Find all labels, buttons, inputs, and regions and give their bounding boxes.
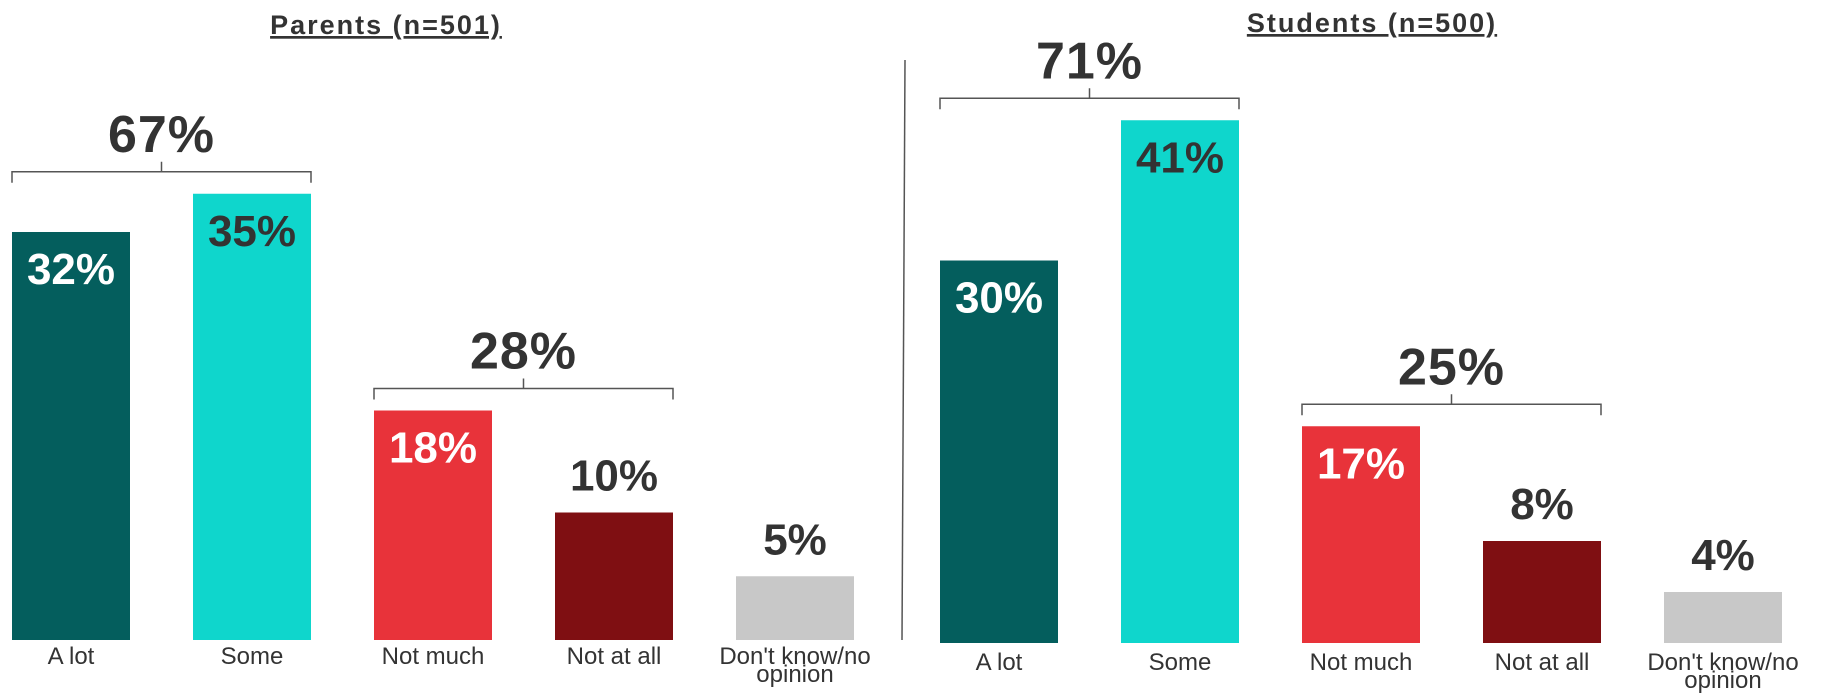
students-category-label-1: Some	[1149, 649, 1212, 676]
students-bar-0	[940, 260, 1058, 643]
parents-group-total-1: 28%	[470, 323, 577, 381]
parents-category-label-2: Not much	[382, 643, 485, 670]
parents-bar-0	[12, 232, 130, 640]
students-panel: Students (n=500) 30% A lot 41% Some 17% Not mu…	[939, 8, 1799, 694]
parents-panel-title: Parents (n=501)	[270, 10, 502, 40]
parents-category-label-3: Not at all	[567, 643, 662, 670]
students-panel-title: Students (n=500)	[1247, 8, 1497, 38]
students-bar-2	[1302, 426, 1420, 643]
parents-bar-1	[193, 193, 311, 640]
students-bar-1	[1121, 120, 1239, 643]
parents-category-label-0: A lot	[48, 643, 95, 670]
parents-value-label-3: 10%	[570, 452, 658, 501]
students-value-label-1: 41%	[1136, 133, 1224, 182]
students-group-bracket-1	[1301, 394, 1602, 416]
students-value-label-4: 4%	[1691, 531, 1755, 580]
students-category-label-3: Not at all	[1495, 649, 1590, 676]
students-bar-4	[1664, 592, 1782, 643]
parents-category-label-4: Don't know/no opinion	[719, 643, 870, 688]
students-group-total-1: 25%	[1398, 338, 1505, 396]
parents-bar-4	[736, 576, 854, 640]
parents-value-label-2: 18%	[389, 424, 477, 473]
students-category-label-2: Not much	[1310, 649, 1413, 676]
students-group-total-0: 71%	[1036, 32, 1143, 90]
parents-bar-3	[555, 512, 673, 640]
parents-value-label-4: 5%	[763, 515, 827, 564]
parents-panel: Parents (n=501) 32% A lot 35% Some 18% Not muc…	[11, 10, 871, 688]
parents-group-bracket-0	[11, 161, 312, 183]
students-group-bracket-0	[939, 88, 1240, 110]
parents-group-total-0: 67%	[108, 106, 215, 164]
students-category-label-0: A lot	[976, 649, 1023, 676]
students-bar-3	[1483, 541, 1601, 643]
panel-divider	[901, 59, 906, 641]
parents-value-label-1: 35%	[208, 207, 296, 256]
parents-group-bracket-1	[373, 378, 674, 400]
parents-value-label-0: 32%	[27, 245, 115, 294]
parents-bar-2	[374, 410, 492, 640]
students-value-label-3: 8%	[1510, 480, 1574, 529]
students-value-label-0: 30%	[955, 274, 1043, 323]
students-category-label-4: Don't know/no opinion	[1647, 649, 1798, 694]
parents-category-label-1: Some	[221, 643, 284, 670]
students-value-label-2: 17%	[1317, 439, 1405, 488]
